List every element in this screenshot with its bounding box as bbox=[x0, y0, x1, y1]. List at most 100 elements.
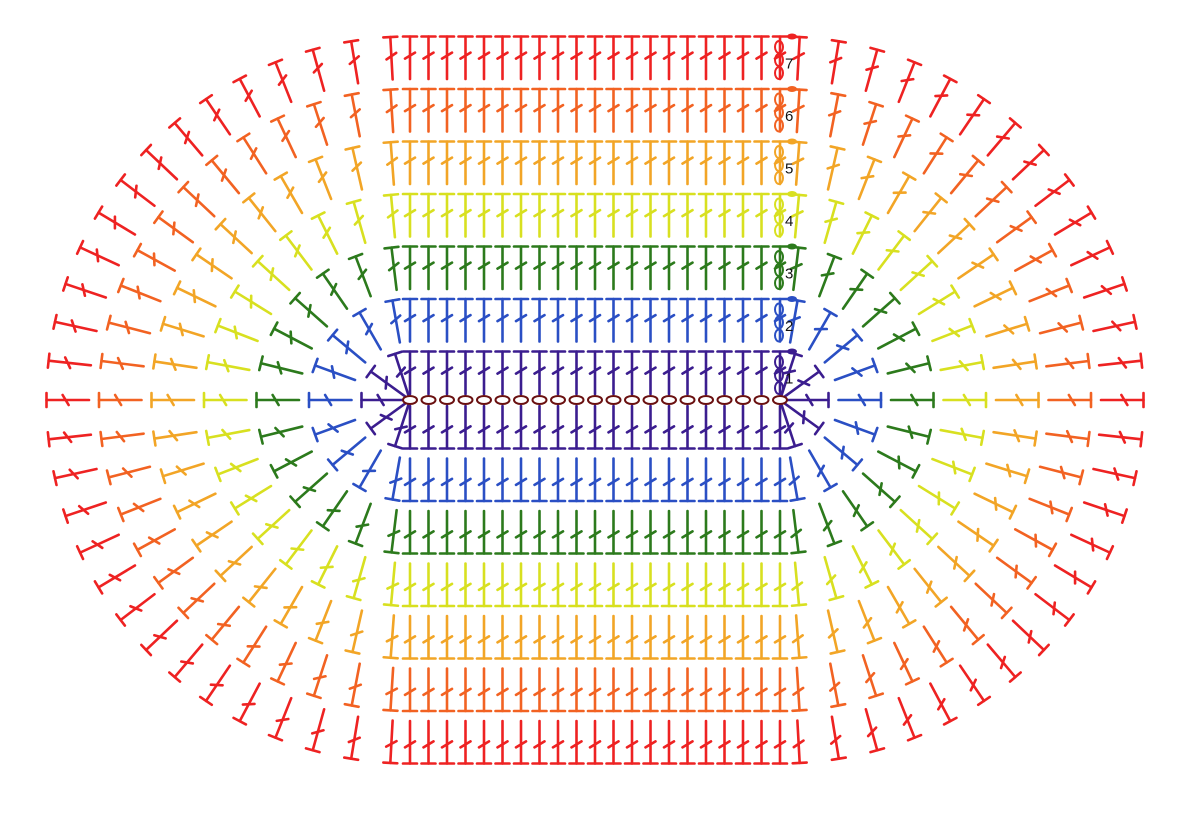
stitch-slash bbox=[607, 156, 620, 165]
stitch bbox=[438, 404, 456, 450]
stitch-slash bbox=[1117, 356, 1128, 369]
stitch-slash bbox=[91, 540, 104, 550]
stitch-slash bbox=[244, 89, 254, 103]
stitch-slash bbox=[773, 261, 787, 270]
stitch bbox=[382, 719, 399, 765]
stitch-slash bbox=[662, 103, 676, 113]
stitch-post bbox=[233, 290, 273, 316]
stitch-slash bbox=[315, 620, 330, 626]
stitch bbox=[344, 145, 364, 191]
stitch bbox=[623, 350, 641, 396]
stitch-top bbox=[46, 431, 51, 448]
stitch bbox=[753, 87, 770, 133]
stitch bbox=[623, 404, 641, 450]
stitch bbox=[457, 667, 474, 713]
stitch bbox=[531, 140, 548, 186]
stitch-post bbox=[316, 214, 339, 255]
stitch-post bbox=[352, 555, 367, 600]
turning-chain bbox=[774, 250, 784, 264]
stitch bbox=[623, 245, 641, 291]
stitch bbox=[605, 35, 622, 81]
stitch-top bbox=[926, 355, 933, 372]
stitch bbox=[269, 641, 297, 686]
stitch-slash bbox=[699, 261, 713, 270]
stitch-slash bbox=[124, 320, 131, 335]
stitch-top bbox=[269, 463, 279, 479]
stitch-slash bbox=[835, 344, 850, 351]
stitch bbox=[642, 297, 659, 343]
stitch bbox=[623, 35, 641, 81]
stitch-slash bbox=[718, 582, 731, 592]
stitch-slash bbox=[755, 156, 768, 165]
stitch bbox=[791, 719, 808, 765]
stitch-slash bbox=[514, 687, 528, 697]
stitch-slash bbox=[699, 208, 713, 218]
stitch-slash bbox=[607, 740, 620, 749]
stitch-slash bbox=[533, 582, 546, 592]
stitch-post bbox=[992, 360, 1037, 370]
stitch bbox=[995, 210, 1038, 244]
stitch-top bbox=[968, 466, 976, 483]
stitch bbox=[494, 404, 511, 450]
stitch-post bbox=[1011, 619, 1046, 652]
stitch-slash bbox=[477, 687, 491, 697]
stitch-post bbox=[1028, 497, 1071, 516]
stitch-post bbox=[331, 333, 367, 364]
stitch bbox=[46, 431, 93, 448]
stitch-slash bbox=[662, 687, 676, 697]
stitch-slash bbox=[607, 635, 620, 644]
stitch-post bbox=[97, 564, 137, 589]
stitch-slash bbox=[791, 157, 805, 166]
stitch-slash bbox=[385, 634, 399, 643]
stitch-slash bbox=[233, 325, 239, 340]
stitch bbox=[75, 533, 120, 561]
stitch-slash bbox=[783, 422, 795, 434]
stitch bbox=[494, 140, 511, 186]
stitch-slash bbox=[269, 267, 275, 282]
stitch bbox=[642, 404, 659, 450]
stitch-top bbox=[382, 192, 400, 197]
stitch-slash bbox=[625, 156, 639, 165]
stitch-slash bbox=[347, 736, 362, 744]
stitch-post bbox=[321, 490, 349, 528]
stitch-top bbox=[830, 91, 847, 98]
stitch-slash bbox=[349, 108, 361, 119]
stitch-post bbox=[877, 529, 906, 566]
stitch-slash bbox=[422, 103, 435, 113]
stitch-top bbox=[311, 426, 319, 443]
stitch-top bbox=[307, 155, 324, 164]
stitch-top bbox=[352, 482, 367, 493]
stitch-top bbox=[273, 619, 289, 629]
stitch bbox=[679, 614, 696, 660]
stitch-slash bbox=[551, 261, 565, 270]
stitch bbox=[549, 140, 567, 186]
stitch bbox=[549, 245, 567, 291]
stitch bbox=[420, 87, 437, 133]
stitch-slash bbox=[588, 103, 602, 113]
stitch-slash bbox=[459, 687, 472, 697]
stitch-slash bbox=[976, 527, 980, 542]
stitch-top bbox=[191, 247, 202, 262]
stitch-top bbox=[152, 575, 164, 590]
stitch-slash bbox=[570, 635, 583, 644]
stitch-top bbox=[257, 428, 264, 445]
stitch-top bbox=[866, 155, 883, 164]
stitch bbox=[697, 35, 715, 81]
stitch-slash bbox=[644, 366, 657, 375]
stitch-post bbox=[877, 234, 906, 271]
stitch-slash bbox=[607, 261, 620, 270]
stitch bbox=[660, 192, 678, 238]
stitch-slash bbox=[792, 52, 806, 61]
stitch-slash bbox=[459, 740, 472, 749]
stitch-slash bbox=[588, 635, 602, 644]
stitch-slash bbox=[551, 208, 565, 218]
stitch-post bbox=[238, 77, 261, 118]
stitch-top bbox=[901, 171, 917, 181]
stitch bbox=[549, 404, 567, 450]
stitch-slash bbox=[403, 477, 417, 487]
stitch-slash bbox=[496, 51, 509, 60]
stitch bbox=[734, 350, 752, 396]
stitch-post bbox=[958, 664, 986, 703]
stitch bbox=[255, 391, 301, 409]
